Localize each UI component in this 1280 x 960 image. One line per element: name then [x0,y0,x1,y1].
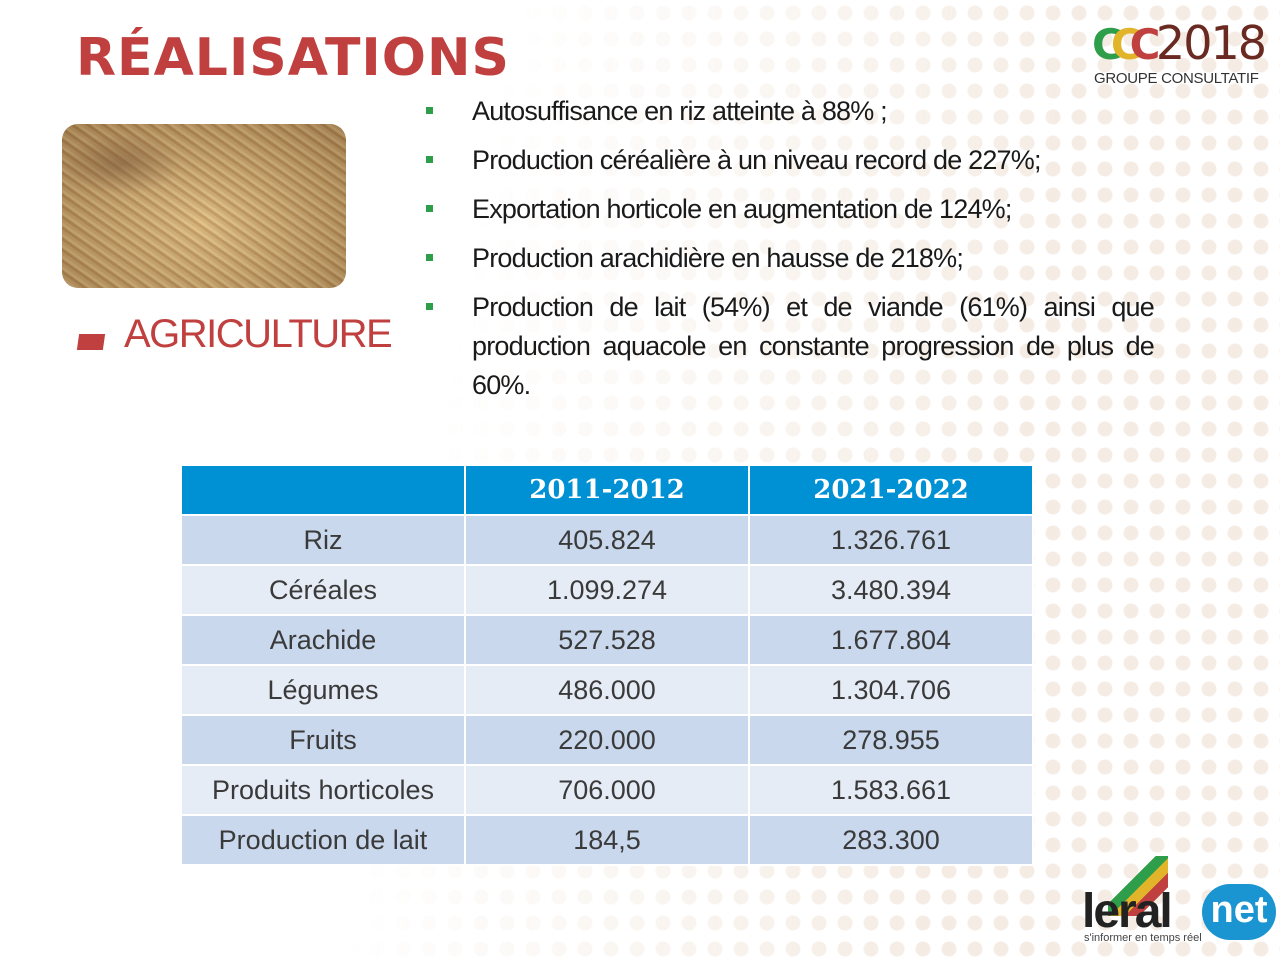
bullet-text: Production de lait (54%) et de viande (6… [472,292,1155,400]
table-cell: 1.099.274 [464,564,750,616]
logo-year: 2018 [1155,16,1267,70]
list-item: Production arachidière en hausse de 218%… [424,239,1154,278]
achievements-list: Autosuffisance en riz atteinte à 88% ; P… [424,92,1155,415]
table-cell: 278.955 [748,714,1034,766]
section-heading: AGRICULTURE [76,312,393,357]
leral-wordmark: leral [1082,885,1173,938]
list-item: Autosuffisance en riz atteinte à 88% ; [424,92,1154,131]
table-cell: 1.583.661 [748,764,1034,816]
table-cell: 527.528 [464,614,750,666]
list-item: Production de lait (54%) et de viande (6… [424,288,1155,405]
table-row: Riz 405.824 1.326.761 [180,514,1034,566]
table-cell: 3.480.394 [748,564,1034,616]
page-title: RÉALISATIONS [76,28,510,88]
table-cell: Riz [180,514,466,566]
bullet-text: Production arachidière en hausse de 218%… [472,243,964,273]
table-header-cell: 2011-2012 [464,464,750,516]
gc-emblem-icon: CCC [1092,20,1160,69]
table-cell: 1.304.706 [748,664,1034,716]
table-row: Produits horticoles 706.000 1.583.661 [180,764,1034,816]
bullet-text: Production céréalière à un niveau record… [472,145,1041,175]
flag-stripes-icon [1108,856,1168,916]
table-header-row: 2011-2012 2021-2022 [180,464,1034,516]
leral-net-logo: leral net s'informer en temps réel [1080,856,1278,946]
table-row: Arachide 527.528 1.677.804 [180,614,1034,666]
table-cell: 283.300 [748,814,1034,866]
table-row: Fruits 220.000 278.955 [180,714,1034,766]
table-header-cell [180,464,466,516]
section-label: AGRICULTURE [124,312,393,356]
table-row: Céréales 1.099.274 3.480.394 [180,564,1034,616]
table-cell: Fruits [180,714,466,766]
groupe-consultatif-logo: CCC 2018 GROUPE CONSULTATIF [1090,8,1275,98]
table-cell: Arachide [180,614,466,666]
list-item: Production céréalière à un niveau record… [424,141,1154,180]
table-row: Légumes 486.000 1.304.706 [180,664,1034,716]
table-cell: Production de lait [180,814,466,866]
table-cell: Céréales [180,564,466,616]
table-cell: 706.000 [464,764,750,816]
square-bullet-icon [426,107,433,114]
table-cell: 486.000 [464,664,750,716]
table-row: Production de lait 184,5 283.300 [180,814,1034,866]
square-bullet-icon [426,156,433,163]
leral-tagline: s'informer en temps réel [1084,932,1202,944]
logo-label: GROUPE CONSULTATIF [1094,70,1259,87]
square-bullet-icon [426,303,433,310]
section-marker-icon [76,333,106,350]
rice-grain-photo [62,124,346,288]
production-table: 2011-2012 2021-2022 Riz 405.824 1.326.76… [180,464,1034,866]
table-cell: 184,5 [464,814,750,866]
table-cell: 1.677.804 [748,614,1034,666]
table-cell: Produits horticoles [180,764,466,816]
table-cell: 1.326.761 [748,514,1034,566]
bullet-text: Exportation horticole en augmentation de… [472,194,1012,224]
net-badge: net [1202,884,1276,940]
table-cell: Légumes [180,664,466,716]
bullet-text: Autosuffisance en riz atteinte à 88% ; [472,96,888,126]
table-header-cell: 2021-2022 [748,464,1034,516]
list-item: Exportation horticole en augmentation de… [424,190,1154,229]
table-cell: 220.000 [464,714,750,766]
table-cell: 405.824 [464,514,750,566]
square-bullet-icon [426,205,433,212]
square-bullet-icon [426,254,433,261]
